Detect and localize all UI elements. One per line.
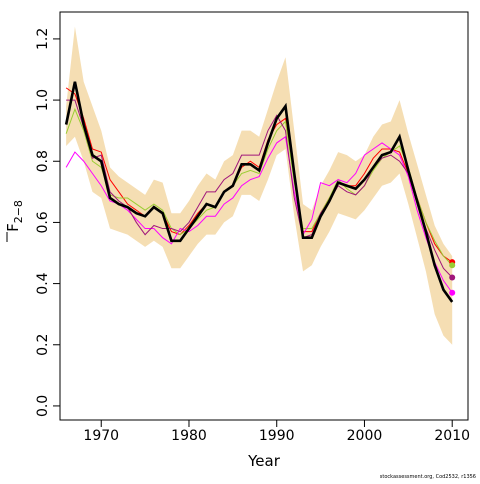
- confidence-band: [66, 26, 453, 345]
- retro-line: [65, 135, 453, 294]
- x-tick-label: 1980: [171, 428, 207, 444]
- footer: stockassessment.org, Cod2532, r1356: [380, 474, 476, 480]
- main-line: [64, 81, 454, 303]
- y-tick-label: 0.4: [35, 272, 51, 294]
- y-tick-label: 0.2: [35, 334, 51, 356]
- y-label-main: F: [4, 223, 22, 232]
- y-tick-label: 0.8: [35, 150, 51, 172]
- plot-frame: [59, 11, 469, 421]
- retro-endpoint: [449, 262, 456, 269]
- y-tick-label: 1.2: [35, 28, 51, 50]
- x-tick-label: 2010: [434, 428, 470, 444]
- retro-line: [66, 99, 453, 278]
- y-tick-label: 1.0: [35, 89, 51, 111]
- x-tick-label: 2000: [347, 428, 383, 444]
- x-tick-label: 1990: [259, 428, 295, 444]
- retro-endpoint: [449, 274, 456, 281]
- y-axis-label: F2−8: [4, 200, 25, 232]
- y-tick-label: 0.6: [35, 211, 51, 233]
- x-axis-label: Year: [247, 452, 281, 470]
- retro-endpoint: [449, 289, 456, 296]
- y-label-subscript: 2−8: [12, 200, 25, 223]
- x-tick-label: 1970: [83, 428, 119, 444]
- y-tick-label: 0.0: [35, 395, 51, 417]
